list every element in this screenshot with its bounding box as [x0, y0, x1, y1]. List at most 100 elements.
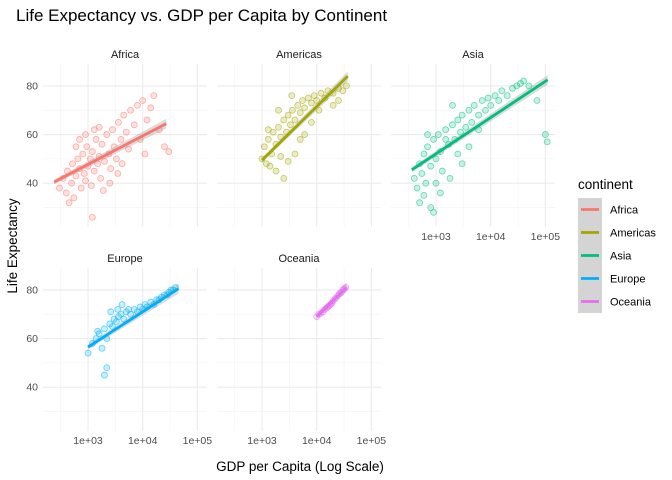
data-point-asia	[543, 138, 551, 146]
data-point-americas	[288, 92, 296, 100]
data-point-africa	[72, 172, 80, 180]
data-point-americas	[299, 97, 306, 104]
strip-label-africa: Africa	[111, 49, 140, 61]
data-point-asia	[454, 150, 462, 158]
data-point-asia	[449, 101, 456, 109]
data-point-americas	[275, 123, 282, 131]
data-point-americas	[304, 94, 312, 102]
y-tick-label: 60	[26, 333, 38, 345]
data-point-europe	[103, 364, 111, 372]
data-point-asia	[436, 189, 444, 197]
data-point-americas	[291, 116, 299, 124]
data-point-asia	[424, 143, 431, 151]
y-tick-label: 80	[26, 80, 38, 92]
data-point-americas	[264, 126, 272, 134]
data-point-africa	[74, 155, 82, 163]
data-point-africa	[68, 179, 75, 187]
trend-line-oceania	[315, 286, 348, 318]
data-point-asia	[458, 111, 466, 119]
data-point-asia	[491, 92, 499, 100]
data-point-asia	[432, 155, 440, 163]
data-point-africa	[107, 165, 115, 173]
data-point-asia	[427, 162, 435, 170]
data-point-americas	[329, 101, 337, 109]
data-point-europe	[127, 310, 134, 318]
data-point-americas	[284, 157, 292, 165]
y-tick-label: 60	[26, 129, 38, 141]
data-point-asia	[424, 131, 431, 138]
data-point-americas	[315, 106, 323, 114]
data-point-africa	[143, 116, 151, 124]
data-point-asia	[430, 209, 437, 216]
y-tick-label: 40	[26, 178, 38, 190]
data-point-asia	[413, 184, 421, 192]
data-point-americas	[275, 106, 282, 114]
data-point-africa	[115, 118, 122, 126]
trend-line-asia	[411, 78, 549, 171]
data-point-africa	[112, 155, 120, 163]
data-point-asia	[484, 94, 492, 102]
data-point-americas	[301, 131, 308, 138]
data-point-americas	[313, 97, 321, 104]
data-point-africa	[83, 143, 91, 151]
data-point-asia	[457, 128, 464, 136]
data-point-africa	[90, 167, 98, 175]
data-point-americas	[308, 118, 315, 126]
y-tick-label: 80	[26, 284, 38, 296]
panel-africa: Africa 40 60 80	[26, 49, 207, 227]
panel-europe: Europe 40 60 80 1e+03 1e+04 1e+05	[26, 253, 212, 447]
data-point-europe	[101, 371, 108, 379]
data-point-asia	[438, 167, 446, 175]
data-point-africa	[125, 145, 132, 153]
data-point-africa	[88, 213, 96, 221]
x-tick-label: 1e+03	[73, 435, 103, 447]
panel-asia: Asia 1e+03 1e+04 1e+05	[391, 49, 560, 243]
data-point-americas	[280, 116, 288, 124]
data-point-europe	[98, 344, 106, 352]
panel-americas: Americas	[217, 49, 381, 227]
data-point-americas	[260, 143, 268, 151]
data-point-europe	[84, 349, 92, 357]
data-point-asia	[498, 87, 506, 95]
data-point-africa	[103, 131, 111, 138]
data-point-asia	[487, 101, 495, 109]
data-point-africa	[118, 160, 126, 168]
data-point-europe	[114, 305, 122, 313]
data-point-asia	[468, 118, 476, 126]
x-tick-label: 1e+05	[357, 435, 387, 447]
data-point-africa	[92, 136, 100, 143]
data-point-asia	[416, 199, 423, 207]
data-point-europe	[120, 315, 128, 323]
data-point-americas	[335, 97, 342, 104]
data-point-africa	[62, 189, 70, 197]
data-point-africa	[101, 157, 108, 165]
data-point-americas	[296, 109, 304, 117]
x-tick-label: 1e+03	[247, 435, 277, 447]
data-point-americas	[291, 150, 299, 158]
data-point-americas	[289, 106, 296, 114]
data-point-americas	[317, 89, 325, 97]
data-point-africa	[65, 199, 73, 207]
data-point-asia	[520, 77, 528, 85]
x-tick-label: 1e+04	[302, 435, 332, 447]
data-point-asia	[434, 131, 442, 138]
data-point-asia	[454, 116, 462, 124]
trend-line-americas	[261, 75, 349, 162]
data-point-asia	[465, 143, 473, 151]
x-tick-label: 1e+05	[531, 231, 561, 243]
strip-label-europe: Europe	[107, 253, 142, 265]
data-point-americas	[280, 174, 288, 182]
x-tick-label: 1e+03	[421, 231, 451, 243]
data-point-americas	[262, 160, 270, 168]
panel-oceania: Oceania 1e+03 1e+04 1e+05	[217, 253, 386, 447]
strip-label-americas: Americas	[276, 49, 322, 61]
data-point-americas	[272, 167, 280, 175]
data-point-asia	[525, 82, 533, 90]
data-point-africa	[122, 128, 130, 136]
data-point-africa	[130, 121, 138, 129]
trend-line-africa	[53, 122, 167, 184]
data-point-asia	[410, 174, 418, 182]
data-point-asia	[470, 101, 478, 109]
